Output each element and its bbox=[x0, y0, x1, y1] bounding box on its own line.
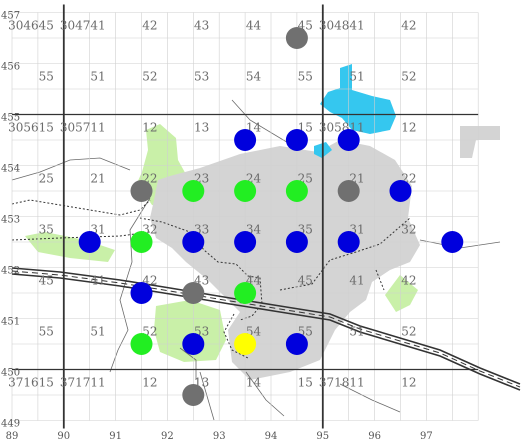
grid-square-label: 41 bbox=[349, 273, 364, 287]
grid-square-label: 53 bbox=[194, 69, 209, 83]
grid-square-label: 55 bbox=[39, 324, 54, 338]
grid-square-label: 43 bbox=[194, 18, 209, 32]
grid-square-label: 54 bbox=[246, 69, 262, 83]
grid-square-label: 12 bbox=[142, 120, 157, 134]
grid-square-label: 21 bbox=[90, 171, 105, 185]
x-axis-tick-label: 97 bbox=[420, 431, 433, 442]
map-marker-blue[interactable] bbox=[337, 231, 360, 253]
grid-square-label: 55 bbox=[298, 69, 313, 83]
grid-square-label: 14 bbox=[246, 375, 262, 389]
green-area-southwest bbox=[154, 300, 226, 362]
grid-square-label: 12 bbox=[142, 375, 157, 389]
grid-square-label: 304741 bbox=[60, 18, 106, 32]
map-marker-gray[interactable] bbox=[337, 180, 360, 202]
y-axis-tick-label: 453 bbox=[1, 215, 20, 226]
grid-square-label: 45 bbox=[39, 273, 54, 287]
grid-square-label: 51 bbox=[349, 324, 364, 338]
map-marker-blue[interactable] bbox=[441, 231, 464, 253]
map-marker-green[interactable] bbox=[182, 180, 205, 202]
grid-square-label: 13 bbox=[194, 120, 209, 134]
railway-dashed-center bbox=[11, 270, 521, 388]
y-axis-tick-label: 455 bbox=[1, 113, 20, 124]
grid-square-label: 371711 bbox=[60, 375, 106, 389]
grid-square-label: 42 bbox=[142, 18, 157, 32]
grid-square-label: 42 bbox=[401, 273, 416, 287]
y-axis-tick-label: 457 bbox=[1, 11, 20, 22]
map-marker-blue[interactable] bbox=[285, 333, 308, 355]
grid-square-label: 55 bbox=[39, 69, 54, 83]
y-axis-tick-label: 450 bbox=[1, 368, 20, 379]
grid-square-label: 25 bbox=[39, 171, 54, 185]
map-marker-blue[interactable] bbox=[234, 129, 257, 151]
grid-square-label: 52 bbox=[142, 69, 157, 83]
map-marker-blue[interactable] bbox=[130, 282, 153, 304]
grid-square-label: 51 bbox=[90, 69, 105, 83]
grid-square-label: 305711 bbox=[60, 120, 106, 134]
railway-lower-track bbox=[11, 273, 521, 391]
y-axis-tick-label: 451 bbox=[1, 317, 20, 328]
main-roads bbox=[11, 267, 521, 391]
map-marker-green[interactable] bbox=[234, 180, 257, 202]
grid-square-label: 51 bbox=[349, 69, 364, 83]
x-axis-tick-label: 90 bbox=[57, 431, 70, 442]
map-marker-blue[interactable] bbox=[285, 129, 308, 151]
grid-square-label: 52 bbox=[401, 69, 416, 83]
y-axis-tick-label: 454 bbox=[1, 164, 20, 175]
x-axis-tick-label: 89 bbox=[6, 431, 19, 442]
map-marker-green[interactable] bbox=[130, 333, 153, 355]
grid-square-label: 44 bbox=[246, 18, 262, 32]
axis-labels: 89 90 91 92 93 94 95 96 974574564554544534524514… bbox=[1, 11, 433, 443]
water-body bbox=[320, 64, 396, 134]
x-axis-tick-label: 93 bbox=[213, 431, 226, 442]
x-axis-tick-label: 95 bbox=[316, 431, 329, 442]
x-axis-tick-label: 94 bbox=[265, 431, 278, 442]
y-axis-tick-label: 456 bbox=[1, 62, 20, 73]
grid-square-label: 12 bbox=[401, 120, 416, 134]
grid-square-label: 304645 bbox=[8, 18, 54, 32]
x-axis-tick-label: 92 bbox=[161, 431, 174, 442]
grid-square-label: 15 bbox=[298, 375, 313, 389]
grid-square-label: 304841 bbox=[319, 18, 365, 32]
railway-upper-track bbox=[11, 267, 521, 385]
grid-square-label: 35 bbox=[39, 222, 54, 236]
grid-square-label: 45 bbox=[298, 273, 313, 287]
map-marker-blue[interactable] bbox=[78, 231, 101, 253]
dotted-boundaries bbox=[11, 199, 411, 359]
map-marker-gray[interactable] bbox=[182, 282, 205, 304]
map-marker-blue[interactable] bbox=[182, 231, 205, 253]
grid-square-label: 52 bbox=[401, 324, 416, 338]
map-marker-blue[interactable] bbox=[337, 129, 360, 151]
grid-square-label: 305615 bbox=[8, 120, 54, 134]
grid-square-label: 371615 bbox=[8, 375, 54, 389]
x-axis-tick-label: 91 bbox=[109, 431, 122, 442]
grid-square-label: 12 bbox=[401, 375, 416, 389]
y-axis-tick-label: 452 bbox=[1, 266, 20, 277]
grid-square-label: 51 bbox=[90, 324, 105, 338]
map-marker-yellow[interactable] bbox=[234, 333, 257, 355]
map-marker-gray[interactable] bbox=[130, 180, 153, 202]
major-grid bbox=[12, 4, 479, 429]
map-marker-green[interactable] bbox=[130, 231, 153, 253]
green-area-east bbox=[385, 275, 418, 312]
grid-square-label: 32 bbox=[401, 222, 416, 236]
grid-square-label: 42 bbox=[401, 18, 416, 32]
map-marker-green[interactable] bbox=[285, 180, 308, 202]
grid-square-label: 371811 bbox=[319, 375, 365, 389]
green-area-west bbox=[25, 232, 115, 262]
map-marker-blue[interactable] bbox=[285, 231, 308, 253]
map-marker-gray[interactable] bbox=[285, 27, 308, 49]
map-marker-blue[interactable] bbox=[234, 231, 257, 253]
grid-square-label: 41 bbox=[90, 273, 105, 287]
map-marker-blue[interactable] bbox=[182, 333, 205, 355]
y-axis-tick-label: 449 bbox=[1, 419, 20, 430]
markers-layer[interactable] bbox=[78, 27, 464, 406]
urban-patch-east bbox=[460, 126, 500, 158]
map-marker-blue[interactable] bbox=[389, 180, 412, 202]
map-marker-green[interactable] bbox=[234, 282, 257, 304]
map-marker-gray[interactable] bbox=[182, 384, 205, 406]
x-axis-tick-label: 96 bbox=[368, 431, 381, 442]
